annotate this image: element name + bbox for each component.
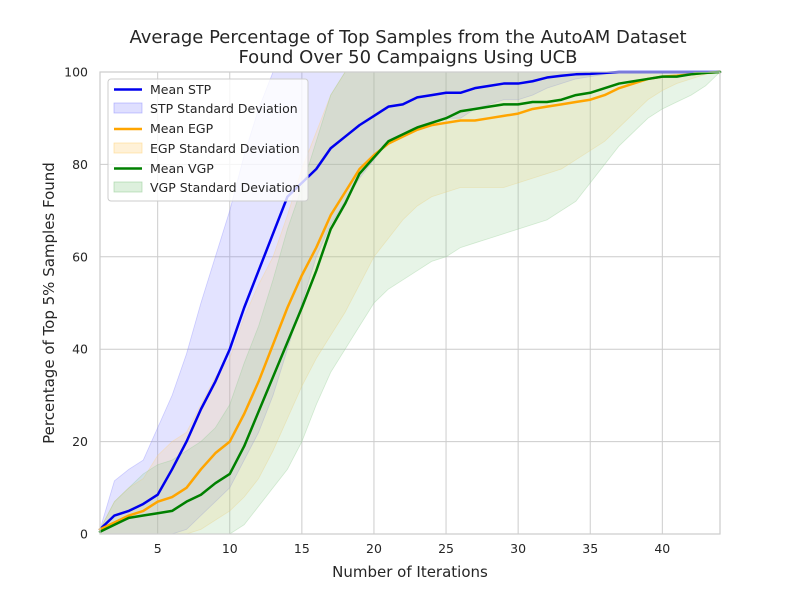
x-tick-label-30: 30 [510,541,526,556]
legend-box [107,78,309,202]
x-tick-label-10: 10 [222,541,238,556]
y-tick-label-0: 0 [80,527,88,542]
x-axis-label: Number of Iterations [332,563,488,581]
x-tick-label-40: 40 [654,541,670,556]
legend-swatch-vgp-std [113,181,143,193]
y-tick-label-40: 40 [72,342,88,357]
legend-label-stp-std: STP Standard Deviation [150,101,298,116]
legend-swatch-stp-std [113,102,143,114]
y-tick-label-60: 60 [72,249,88,264]
y-tick-label-100: 100 [64,65,88,80]
tick-labels: 5 10 15 20 25 30 35 40 0 20 40 60 80 100 [64,65,670,557]
y-tick-label-80: 80 [72,157,88,172]
legend-label-vgp-std: VGP Standard Deviation [150,180,300,195]
legend: Mean STP STP Standard Deviation Mean EGP… [107,78,309,202]
legend-label-mean-vgp: Mean VGP [150,161,214,176]
y-axis-label: Percentage of Top 5% Samples Found [40,162,58,444]
legend-label-mean-stp: Mean STP [150,82,212,97]
series-line-mean-egp [98,70,722,531]
chart-title-line-2: Found Over 50 Campaigns Using UCB [238,47,577,68]
y-tick-label-20: 20 [72,434,88,449]
x-tick-label-15: 15 [294,541,310,556]
series-line-mean-vgp [98,70,722,533]
chart-title-line-1: Average Percentage of Top Samples from t… [129,27,686,48]
x-tick-label-5: 5 [154,541,162,556]
x-tick-label-35: 35 [582,541,598,556]
legend-label-egp-std: EGP Standard Deviation [150,141,300,156]
legend-label-mean-egp: Mean EGP [150,121,214,136]
x-tick-label-25: 25 [438,541,454,556]
plot-frame [99,71,721,535]
x-tick-label-20: 20 [366,541,382,556]
legend-swatch-egp-std [113,142,143,154]
